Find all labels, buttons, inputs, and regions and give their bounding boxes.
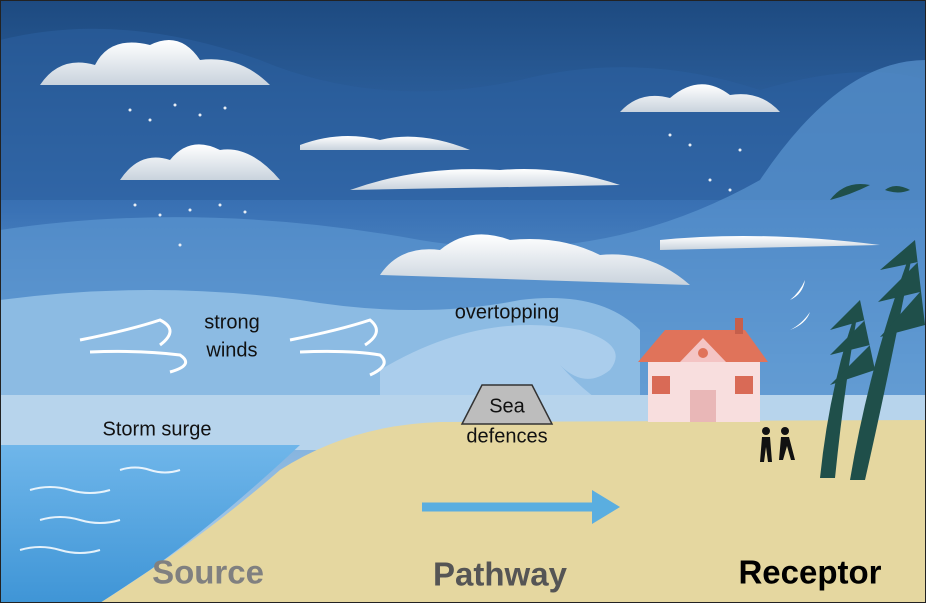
stage-label: Source	[152, 554, 264, 591]
label: winds	[205, 339, 257, 361]
label: defences	[466, 425, 547, 447]
label: strong	[204, 311, 260, 333]
label: overtopping	[455, 301, 560, 323]
label: Sea	[489, 395, 525, 417]
stage-label: Pathway	[433, 556, 568, 593]
storm-diagram: strong winds overtopping Storm surge Sea…	[0, 0, 926, 603]
stage-label: Receptor	[738, 554, 881, 591]
label: Storm surge	[103, 418, 212, 440]
